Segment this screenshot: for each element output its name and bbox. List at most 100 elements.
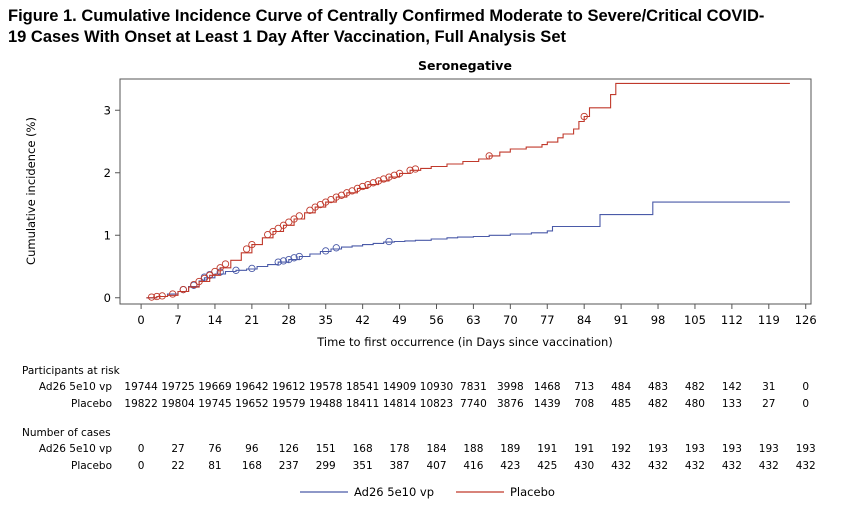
at-risk-row-ad26-cell: 483 (648, 381, 668, 393)
cases-row-placebo-cell: 237 (279, 460, 299, 472)
at-risk-row-ad26-cell: 19669 (198, 381, 231, 393)
at-risk-row-ad26-cell: 10930 (420, 381, 453, 393)
figure-title: Figure 1. Cumulative Incidence Curve of … (8, 6, 838, 48)
cases-row-placebo-cell: 432 (759, 460, 779, 472)
x-tick-label: 77 (540, 313, 555, 327)
x-axis-label: Time to first occurrence (in Days since … (316, 335, 613, 349)
at-risk-row-ad26-cell: 142 (722, 381, 742, 393)
at-risk-row-ad26-cell: 482 (685, 381, 705, 393)
at-risk-row-placebo-cell: 133 (722, 398, 742, 410)
censor-mark-ad26 (322, 247, 330, 255)
at-risk-row-placebo-cell: 19488 (309, 398, 342, 410)
cases-row-placebo-cell: 168 (242, 460, 262, 472)
at-risk-row-placebo-cell: 1439 (534, 398, 561, 410)
x-tick-label: 35 (318, 313, 333, 327)
censor-mark-ad26 (248, 264, 256, 273)
censor-mark-placebo (485, 152, 493, 160)
at-risk-row-ad26-cell: 14909 (383, 381, 416, 393)
series-line-ad26 (146, 201, 790, 299)
at-risk-row-ad26-cell: 1468 (534, 381, 561, 393)
cases-row-ad26-cell: 191 (574, 443, 594, 455)
cases-row-ad26-cell: 184 (426, 443, 446, 455)
at-risk-row-placebo-cell: 485 (611, 398, 631, 410)
at-risk-row-ad26-cell: 713 (574, 381, 594, 393)
censor-mark-placebo (264, 230, 272, 239)
censor-mark-placebo (580, 112, 588, 121)
at-risk-row-ad26-cell: 0 (802, 381, 809, 393)
at-risk-row-ad26-cell: 18541 (346, 381, 379, 393)
at-risk-row-placebo-cell: 10823 (420, 398, 453, 410)
chart-title: Seronegative (418, 58, 512, 73)
censor-mark-placebo (290, 215, 298, 223)
censor-mark-placebo (406, 166, 414, 174)
plot-border (119, 78, 812, 305)
at-risk-row-placebo-cell: 14814 (383, 398, 417, 410)
censor-mark-placebo (242, 245, 251, 253)
censor-mark-placebo (380, 175, 388, 183)
cases-row-ad26-cell: 193 (759, 443, 779, 455)
cases-row-placebo-cell: 430 (574, 460, 594, 472)
cases-row-ad26-cell: 151 (316, 443, 336, 455)
legend: Ad26 5e10 vp Placebo (300, 485, 555, 499)
censor-mark-placebo (306, 206, 314, 214)
figure-title-line-2: 19 Cases With Onset at Least 1 Day After… (8, 28, 566, 46)
cases-row-ad26-cell: 126 (279, 443, 299, 455)
cases-row-ad26-cell: 178 (390, 443, 410, 455)
y-axis-label: Cumulative incidence (%) (24, 117, 38, 265)
series-layer (146, 82, 790, 301)
censor-mark-placebo (364, 180, 372, 189)
cases-row-ad26-cell: 27 (171, 443, 184, 455)
censor-mark-placebo (279, 221, 288, 229)
censor-mark-ad26 (295, 252, 303, 261)
at-risk-row-placebo-cell: 19652 (235, 398, 268, 410)
cases-row-placebo-cell: 432 (796, 460, 816, 472)
censor-mark-placebo (158, 292, 166, 300)
participants-at-risk-label: Participants at risk (22, 365, 121, 377)
cases-row-ad26-cell: 96 (245, 443, 259, 455)
censor-mark-ad26 (279, 257, 288, 265)
cases-row-placebo-cell: 432 (648, 460, 668, 472)
at-risk-row-placebo-cell: 19822 (124, 398, 157, 410)
at-risk-row-ad26-cell: 19612 (272, 381, 305, 393)
legend-label-ad26: Ad26 5e10 vp (354, 485, 434, 499)
cases-row-ad26-cell: 193 (685, 443, 705, 455)
cases-row-ad26-cell: 0 (138, 443, 145, 455)
at-risk-row-placebo-cell: 708 (574, 398, 594, 410)
y-tick-label: 3 (104, 103, 111, 117)
censor-mark-placebo (295, 212, 303, 220)
at-risk-row-placebo-cell: 480 (685, 398, 705, 410)
at-risk-row-placebo-cell: 0 (802, 398, 809, 410)
x-tick-label: 49 (392, 313, 407, 327)
censor-mark-ad26 (385, 237, 393, 246)
at-risk-row-placebo-cell: 482 (648, 398, 668, 410)
censor-mark-placebo (169, 290, 177, 298)
censor-mark-ad26 (290, 254, 298, 262)
x-tick-label: 28 (281, 313, 296, 327)
cases-row-placebo-cell: 423 (500, 460, 520, 472)
censor-mark-placebo (248, 240, 256, 249)
censor-mark-placebo (332, 193, 340, 201)
cases-row-ad26-cell: 192 (611, 443, 631, 455)
censor-mark-placebo (221, 260, 230, 268)
censor-mark-placebo (147, 293, 156, 301)
at-risk-row-placebo-cell: 7740 (460, 398, 487, 410)
number-of-cases-label: Number of cases (22, 427, 111, 439)
x-tick-label: 84 (577, 313, 592, 327)
censor-mark-placebo (195, 277, 203, 286)
cases-row-placebo-cell: 0 (138, 460, 145, 472)
x-tick-label: 98 (651, 313, 666, 327)
at-risk-row-placebo-cell: 27 (762, 398, 775, 410)
x-tick-label: 7 (174, 313, 181, 327)
censor-mark-placebo (285, 218, 293, 226)
x-tick-label: 119 (758, 313, 780, 327)
cases-row-placebo-cell: 432 (611, 460, 631, 472)
censor-mark-placebo (374, 177, 383, 185)
at-risk-row-ad26-cell: 19642 (235, 381, 268, 393)
censor-mark-placebo (200, 274, 209, 283)
x-tick-label: 14 (208, 313, 223, 327)
x-tick-label: 70 (503, 313, 518, 327)
plot-frame (119, 78, 812, 305)
x-tick-label: 0 (137, 313, 144, 327)
cases-row-placebo-cell: 351 (353, 460, 373, 472)
x-tick-label: 126 (795, 313, 817, 327)
